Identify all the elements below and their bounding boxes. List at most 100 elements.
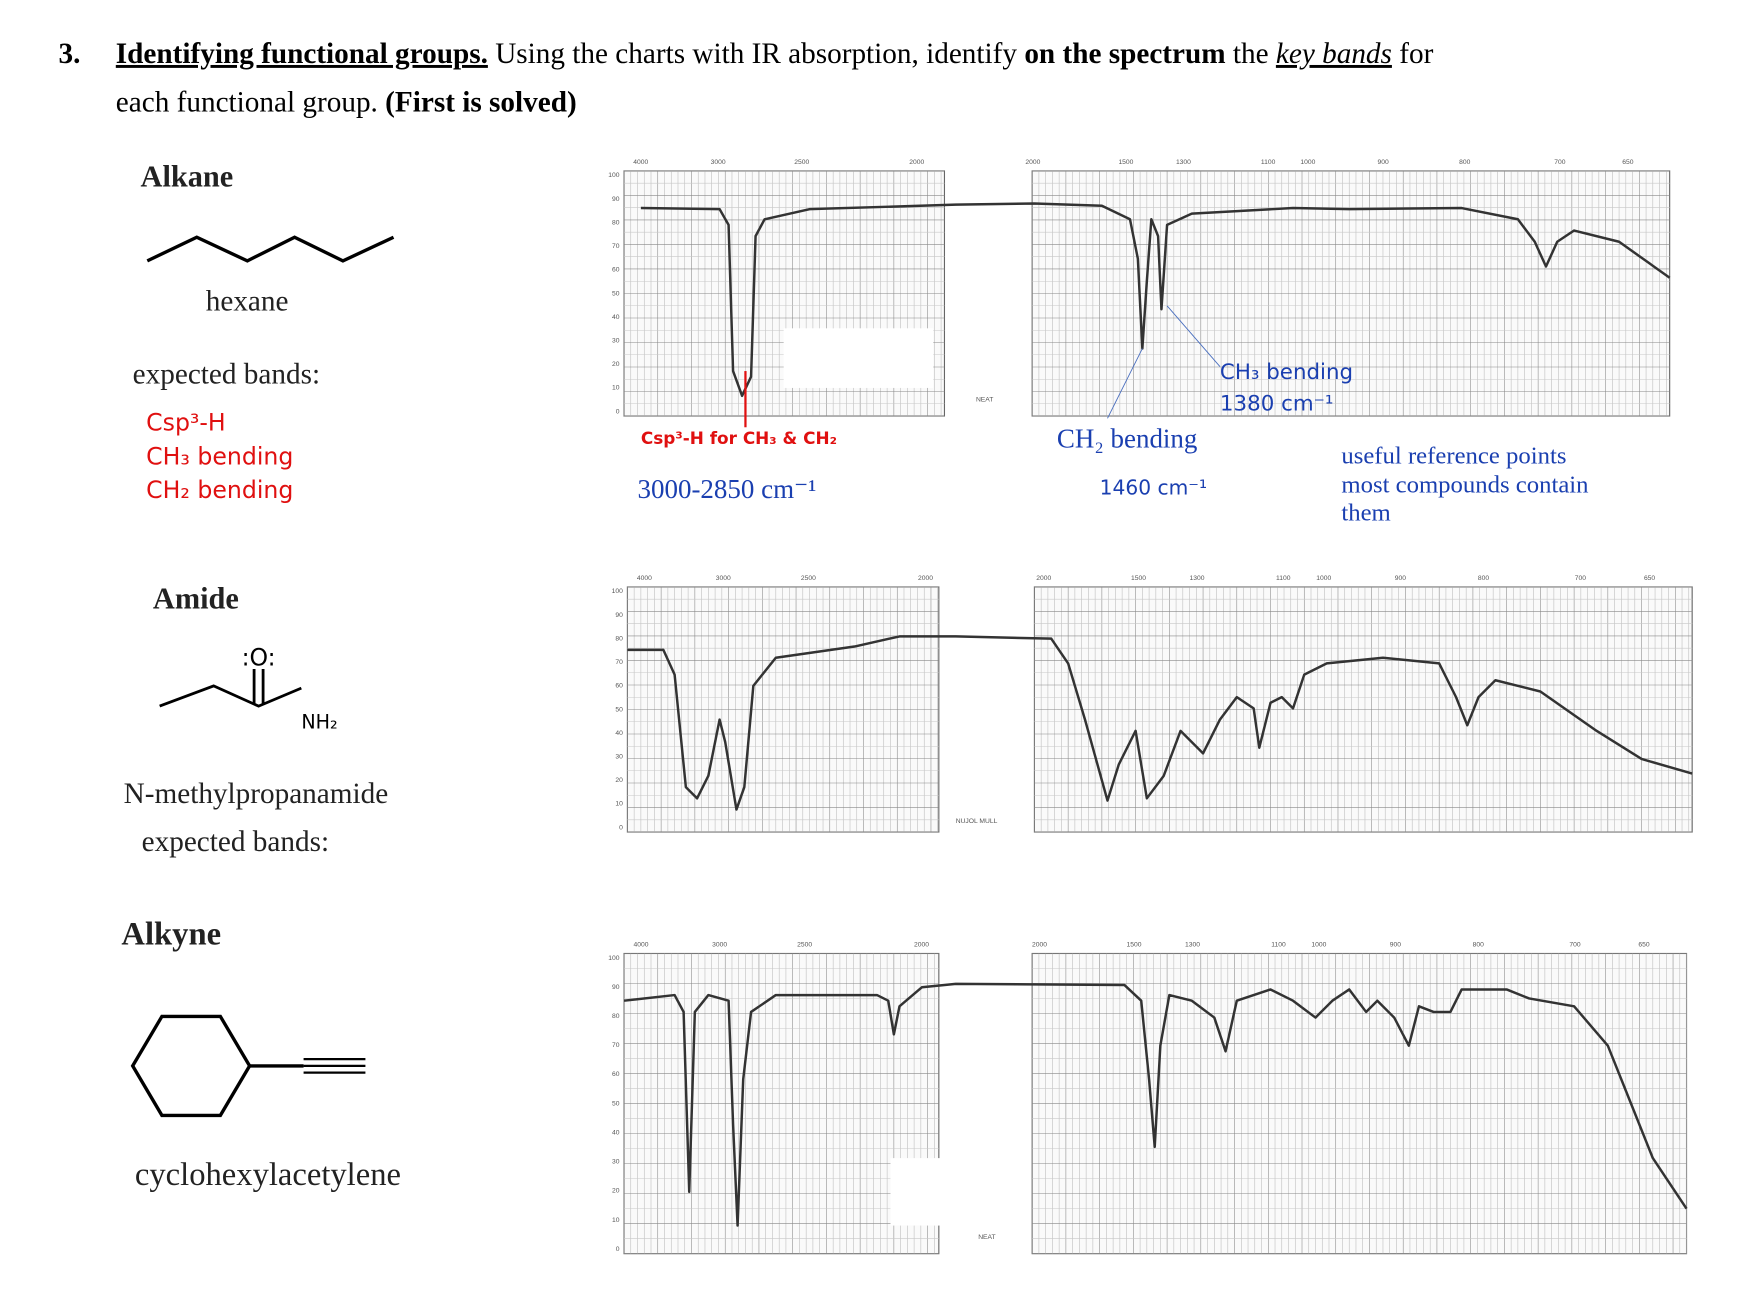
x-axis-label: 1500 [1127,942,1142,949]
section-title: Amide [153,581,239,615]
y-axis-label: 20 [615,777,623,784]
y-axis-label: 40 [615,730,623,737]
x-axis-label: 2500 [801,575,816,582]
x-axis-label: 1100 [1261,159,1276,166]
y-axis-label: 70 [612,1042,620,1049]
y-axis-label: 100 [608,172,619,179]
y-axis-label: 0 [616,408,620,415]
text: on the spectrum [1024,38,1225,70]
x-axis-label: 800 [1473,942,1484,949]
annotation: 1380 cm⁻¹ [1220,391,1334,416]
x-axis-label: 900 [1395,575,1406,582]
x-axis-label: 1100 [1276,575,1291,582]
y-axis-label: 70 [612,243,620,250]
x-axis-label: 700 [1569,942,1580,949]
bond [159,684,302,708]
x-axis-label: 3000 [716,575,731,582]
x-axis-label: 2000 [918,575,933,582]
y-axis-label: 30 [612,337,620,344]
pointer [1107,348,1143,419]
ring [130,1014,252,1118]
y-axis-label: 80 [612,219,620,226]
alkyne-structure [130,1014,366,1118]
x-axis-label: 2000 [914,942,929,949]
x-axis-label: 2000 [1032,942,1047,949]
spectrum-curve [640,202,1671,398]
x-axis-label: 800 [1478,575,1489,582]
hexane-structure [146,235,395,263]
y-axis-label: 50 [612,290,620,297]
y-axis-label: 30 [615,753,623,760]
sample-label: NUJOL MULL [956,818,998,825]
x-axis-label: 2500 [794,159,809,166]
question-title: Identifying functional groups. [116,38,488,70]
spectrum-curve [627,635,1693,811]
x-axis-label: 2000 [909,159,924,166]
x-axis-label: 650 [1622,159,1633,166]
y-axis-label: 60 [612,267,620,274]
y-axis-label: 30 [612,1159,620,1166]
x-axis-label: 1500 [1118,159,1133,166]
blank-region [890,1158,1024,1226]
pointer [1166,305,1221,367]
x-axis-label: 3000 [711,159,726,166]
x-axis-label: 1000 [1311,942,1326,949]
text: (First is solved) [385,86,577,118]
x-axis-label: 1300 [1176,159,1191,166]
y-axis-label: 10 [612,1217,620,1224]
y-axis-label: 70 [615,659,623,666]
sample-label: NEAT [976,396,993,403]
x-axis-label: 700 [1575,575,1586,582]
x-axis-label: 800 [1459,159,1470,166]
annotation: CH₂ bending [1057,424,1198,454]
x-axis-label: 650 [1638,942,1649,949]
y-axis-label: 10 [612,385,620,392]
spectrum-curve [623,982,1688,1227]
x-axis-label: 1000 [1300,159,1315,166]
text: key bands [1276,38,1392,70]
section-title: Alkyne [121,916,221,952]
y-axis-label: 90 [612,196,620,203]
y-axis-label: 40 [612,314,620,321]
x-axis-label: 4000 [633,159,648,166]
annotation: 3000-2850 cm⁻¹ [638,474,817,504]
y-axis-label: 60 [615,683,623,690]
x-axis-label: 2500 [797,942,812,949]
y-axis-label: 20 [612,1188,620,1195]
amide-structure: :O: NH₂ [159,644,338,734]
text: Using the charts with IR absorption, ide… [488,38,1024,70]
x-axis-label: 2000 [1036,575,1051,582]
y-axis-label: 90 [615,612,623,619]
x-axis-label: 700 [1554,159,1565,166]
x-axis-label: 2000 [1025,159,1040,166]
expected-label: expected bands: [133,358,320,390]
y-axis-label: 20 [612,361,620,368]
annotation: useful reference points [1341,442,1566,469]
annotation: CH₃ bending [1220,360,1353,385]
ir-spectrum: 4000 3000 2500 2000 2000 1500 1300 1100 1000 900 8… [608,159,1671,417]
y-axis-label: 80 [615,635,623,642]
section-title: Alkane [141,160,234,194]
x-axis-label: 1000 [1316,575,1331,582]
x-axis-label: 1300 [1185,942,1200,949]
y-axis-label: 80 [612,1013,620,1020]
text: each functional group. [116,86,385,118]
y-axis-label: 0 [616,1246,620,1253]
atom-label: NH₂ [301,711,337,734]
expected-label: expected bands: [142,826,329,858]
y-axis-label: 50 [612,1100,620,1107]
y-axis-label: 0 [619,824,623,831]
x-axis-label: 3000 [712,942,727,949]
annotation: them [1341,500,1390,527]
compound-name: N-methylpropanamide [124,778,389,810]
text: the [1226,38,1276,70]
y-axis-label: 40 [612,1129,620,1136]
x-axis-label: 900 [1390,942,1401,949]
expected-band: CH₂ bending [146,476,293,504]
y-axis-label: 100 [608,955,619,962]
x-axis-label: 650 [1644,575,1655,582]
compound-name: cyclohexylacetylene [135,1157,401,1193]
x-axis-label: 4000 [634,942,649,949]
sample-label: NEAT [978,1234,995,1241]
